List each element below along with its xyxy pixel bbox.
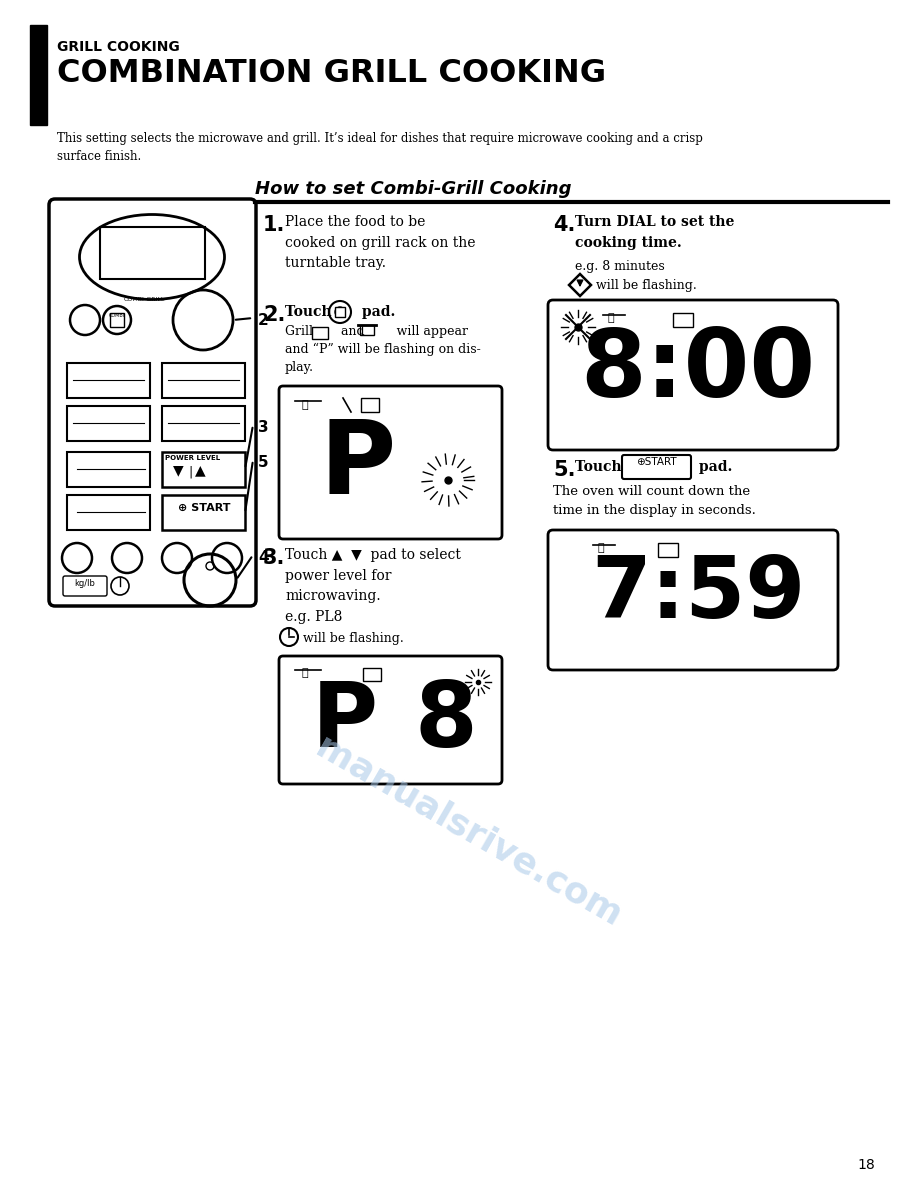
Text: COMBINATION GRILL COOKING: COMBINATION GRILL COOKING	[57, 58, 606, 89]
Text: kg/lb: kg/lb	[74, 579, 95, 588]
FancyBboxPatch shape	[548, 301, 838, 450]
Text: 18: 18	[857, 1158, 875, 1173]
Bar	[162, 406, 245, 441]
Text: ▼: ▼	[173, 463, 184, 478]
Text: COMBI: COMBI	[109, 312, 125, 318]
Text: Turn DIAL to set the
cooking time.: Turn DIAL to set the cooking time.	[575, 215, 734, 249]
Text: e.g. 8 minutes: e.g. 8 minutes	[575, 260, 665, 273]
Text: Place the food to be
cooked on grill rack on the
turntable tray.: Place the food to be cooked on grill rac…	[285, 215, 476, 270]
Text: ⊕ START: ⊕ START	[178, 503, 230, 513]
Text: 8:00: 8:00	[580, 326, 815, 417]
FancyBboxPatch shape	[548, 530, 838, 670]
Bar	[100, 227, 205, 279]
Text: 8: 8	[415, 678, 477, 766]
Text: 7:59: 7:59	[591, 552, 805, 636]
Text: ᴥ: ᴥ	[608, 312, 615, 323]
Text: 3: 3	[258, 421, 269, 435]
Text: 4.: 4.	[553, 215, 576, 235]
Bar	[162, 364, 245, 398]
Bar	[67, 406, 150, 441]
Bar	[335, 307, 345, 317]
Text: 2: 2	[258, 312, 269, 328]
Text: 3.: 3.	[263, 548, 285, 568]
Text: GRILL COOKING: GRILL COOKING	[57, 40, 180, 53]
Bar	[67, 451, 150, 487]
Text: POWER LEVEL: POWER LEVEL	[165, 455, 220, 461]
Bar	[361, 398, 379, 412]
Text: will be flashing.: will be flashing.	[303, 632, 404, 645]
Text: This setting selects the microwave and grill. It’s ideal for dishes that require: This setting selects the microwave and g…	[57, 132, 703, 163]
Text: P: P	[312, 678, 378, 766]
Text: Touch: Touch	[285, 305, 337, 320]
Bar	[360, 326, 374, 335]
Text: 2.: 2.	[263, 305, 285, 326]
Text: Touch: Touch	[575, 460, 626, 474]
Text: pad.: pad.	[694, 460, 733, 474]
Text: How to set Combi-Grill Cooking: How to set Combi-Grill Cooking	[255, 181, 572, 198]
Bar	[658, 543, 678, 557]
Text: 5.: 5.	[553, 460, 576, 480]
FancyBboxPatch shape	[279, 386, 502, 539]
FancyBboxPatch shape	[279, 656, 502, 784]
Bar	[67, 364, 150, 398]
Text: 1.: 1.	[263, 215, 285, 235]
Text: manualsrive.com: manualsrive.com	[310, 729, 628, 933]
Text: will be flashing.: will be flashing.	[596, 279, 697, 292]
Text: ▲: ▲	[195, 463, 206, 478]
FancyBboxPatch shape	[49, 200, 256, 606]
Text: COMBI-GRILL: COMBI-GRILL	[124, 297, 165, 302]
Text: |: |	[188, 465, 192, 478]
Text: 4: 4	[258, 550, 269, 565]
Bar	[30, 25, 47, 125]
Bar	[363, 668, 381, 681]
Bar	[110, 312, 124, 327]
Text: Touch ▲  ▼  pad to select
power level for
microwaving.
e.g. PL8: Touch ▲ ▼ pad to select power level for …	[285, 548, 461, 624]
Text: Grill       and        will appear
and “P” will be flashing on dis-
play.: Grill and will appear and “P” will be fl…	[285, 326, 481, 374]
Text: P: P	[319, 415, 397, 516]
Text: ᴥ: ᴥ	[598, 543, 605, 552]
Text: pad.: pad.	[357, 305, 396, 320]
Bar	[673, 312, 693, 327]
Bar	[162, 495, 245, 530]
Bar	[312, 327, 328, 339]
Text: ⊕START: ⊕START	[635, 457, 677, 467]
Text: ᴥ: ᴥ	[301, 668, 308, 678]
FancyBboxPatch shape	[63, 576, 107, 596]
Text: ᴥ: ᴥ	[301, 400, 308, 410]
Bar	[162, 451, 245, 487]
Bar	[67, 495, 150, 530]
Text: The oven will count down the
time in the display in seconds.: The oven will count down the time in the…	[553, 485, 756, 517]
Text: 5: 5	[258, 455, 269, 470]
FancyBboxPatch shape	[622, 455, 691, 479]
